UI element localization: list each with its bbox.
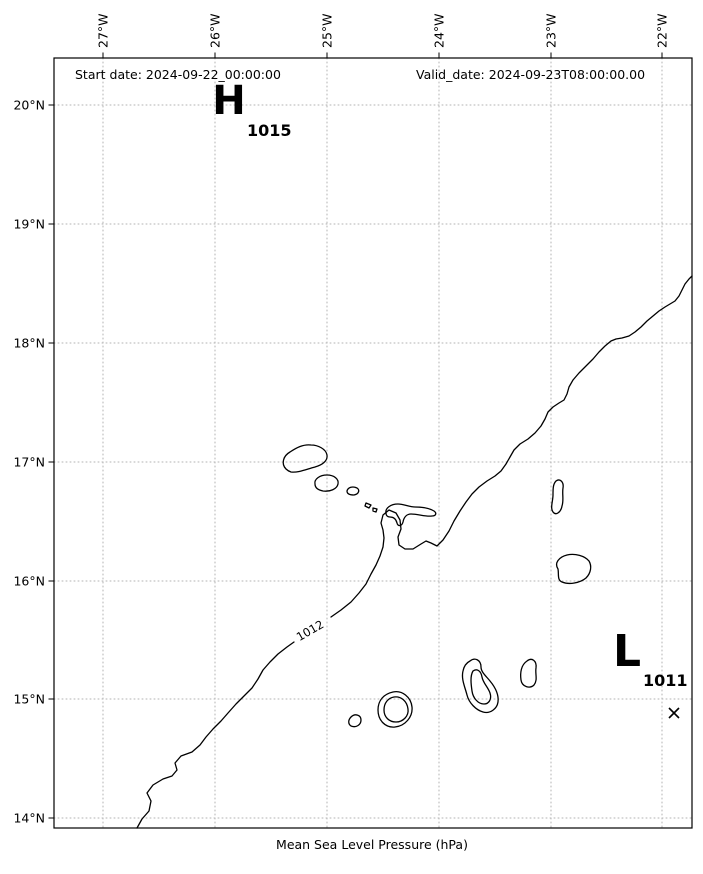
start-date-label: Start date: 2024-09-22_00:00:00 bbox=[75, 67, 281, 82]
high-pressure-symbol: H bbox=[212, 78, 245, 124]
islet-1 bbox=[364, 502, 372, 509]
gridlines bbox=[53, 57, 693, 829]
island-coastline-round-outer bbox=[377, 691, 413, 728]
valid-date-label: Valid_date: 2024-09-23T08:00:00.00 bbox=[416, 67, 645, 82]
isobar-1012: 1012 bbox=[136, 275, 693, 829]
island-coastline-nw-large bbox=[282, 444, 328, 473]
x-tick-label-24w: 24°W bbox=[432, 13, 447, 48]
y-tick-label-14n: 14°N bbox=[13, 811, 45, 826]
y-tick-label-20n: 20°N bbox=[13, 98, 45, 113]
low-pressure-value: 1011 bbox=[643, 671, 688, 690]
pressure-annotations: H 1015 L 1011 bbox=[212, 78, 688, 719]
coastlines bbox=[282, 444, 592, 728]
isobar-1012-label: 1012 bbox=[294, 617, 326, 644]
island-coastline-south-large-outer bbox=[461, 658, 499, 714]
x-tick-label-22w: 22°W bbox=[655, 13, 670, 48]
y-tick-label-16n: 16°N bbox=[13, 574, 45, 589]
island-coastline-south-large-inner bbox=[470, 669, 492, 705]
low-pressure-symbol: L bbox=[613, 626, 641, 677]
x-tick-label-23w: 23°W bbox=[544, 13, 559, 48]
island-coastline-elongated bbox=[385, 503, 437, 527]
x-tick-labels: 27°W 26°W 25°W 24°W 23°W 22°W bbox=[96, 13, 670, 48]
y-tick-label-15n: 15°N bbox=[13, 692, 45, 707]
islet-2 bbox=[372, 507, 378, 513]
high-pressure-value: 1015 bbox=[247, 121, 292, 140]
island-coastline-nw-medium bbox=[314, 474, 339, 492]
x-tick-label-25w: 25°W bbox=[320, 13, 335, 48]
plot-border bbox=[53, 57, 693, 829]
x-tick-label-27w: 27°W bbox=[96, 13, 111, 48]
island-coastline-east-slender bbox=[551, 479, 564, 515]
island-coastline-south-small bbox=[520, 658, 537, 688]
y-tick-label-19n: 19°N bbox=[13, 217, 45, 232]
y-tick-labels: 20°N 19°N 18°N 17°N 16°N 15°N 14°N bbox=[13, 98, 45, 826]
axis-ticks bbox=[48, 52, 663, 819]
x-axis-label: Mean Sea Level Pressure (hPa) bbox=[276, 837, 468, 852]
island-coastline-east-round bbox=[555, 553, 592, 585]
y-tick-label-17n: 17°N bbox=[13, 455, 45, 470]
x-tick-label-26w: 26°W bbox=[208, 13, 223, 48]
island-coastline-small-1 bbox=[346, 486, 360, 496]
y-tick-label-18n: 18°N bbox=[13, 336, 45, 351]
island-coastline-sw-small bbox=[348, 714, 362, 728]
island-coastline-round-inner bbox=[383, 696, 409, 723]
low-center-x-marker-icon bbox=[668, 707, 680, 719]
